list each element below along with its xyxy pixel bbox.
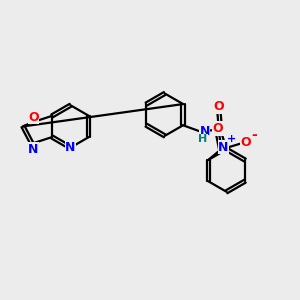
Text: O: O (214, 100, 224, 113)
Text: +: + (227, 134, 236, 144)
Text: O: O (28, 111, 39, 124)
Text: N: N (200, 125, 210, 138)
Text: N: N (65, 141, 76, 154)
Text: -: - (251, 128, 257, 142)
Text: O: O (212, 122, 223, 135)
Text: N: N (28, 143, 39, 156)
Text: H: H (198, 134, 207, 144)
Text: N: N (218, 141, 229, 154)
Text: O: O (241, 136, 251, 149)
